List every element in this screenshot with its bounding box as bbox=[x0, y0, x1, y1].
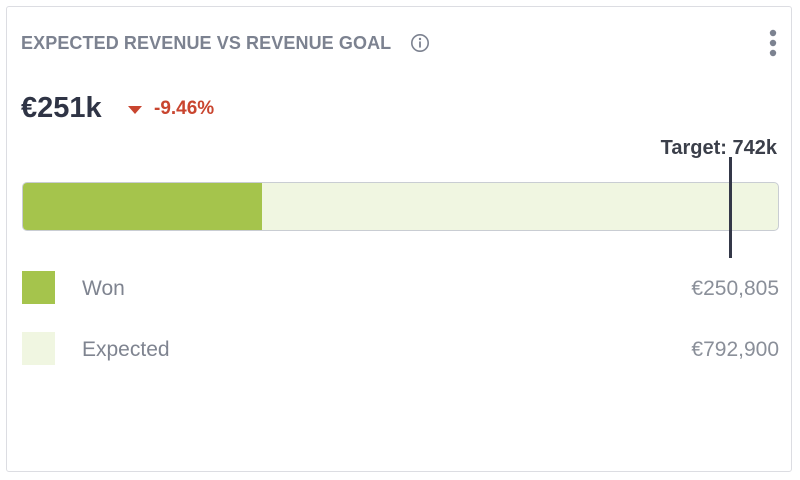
legend-label-expected: Expected bbox=[82, 338, 170, 361]
legend-row-won: Won €250,805 bbox=[22, 271, 779, 305]
legend-swatch-won bbox=[22, 271, 55, 304]
triangle-down-icon bbox=[127, 103, 143, 115]
headline-value: €251k bbox=[21, 92, 102, 124]
legend-value-won: €250,805 bbox=[691, 277, 779, 300]
info-circle-icon[interactable] bbox=[410, 33, 430, 53]
legend-label-won: Won bbox=[82, 277, 125, 300]
legend-swatch-expected bbox=[22, 332, 55, 365]
target-marker bbox=[728, 157, 732, 258]
delta-percentage: -9.46% bbox=[154, 98, 215, 119]
progress-track bbox=[22, 182, 779, 231]
widget-title: EXPECTED REVENUE VS REVENUE GOAL bbox=[21, 33, 392, 53]
legend-row-expected: Expected €792,900 bbox=[22, 332, 779, 366]
legend-value-expected: €792,900 bbox=[691, 338, 779, 361]
won-progress-fill bbox=[23, 183, 262, 230]
target-label: Target: 742k bbox=[660, 137, 777, 159]
kebab-menu-icon[interactable] bbox=[761, 27, 785, 63]
revenue-goal-widget: EXPECTED REVENUE VS REVENUE GOAL €251k -… bbox=[6, 6, 792, 472]
